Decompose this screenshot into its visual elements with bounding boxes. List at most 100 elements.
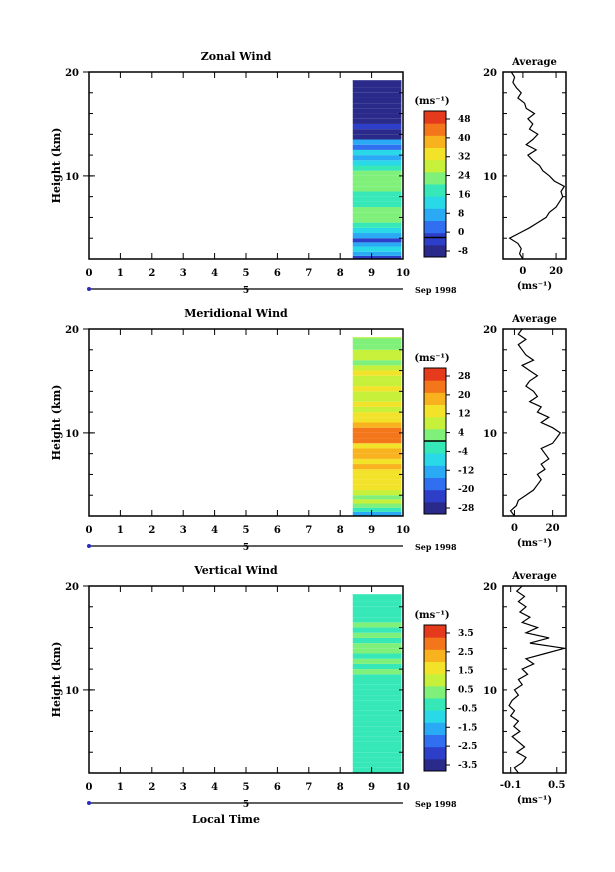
colorbar-swatch xyxy=(424,135,446,148)
profile-line xyxy=(509,328,562,517)
heatmap-cell xyxy=(352,251,402,256)
date-label: Sep 1998 xyxy=(415,285,457,295)
y-tick-label: 20 xyxy=(65,68,79,79)
y-tick-label: 20 xyxy=(65,582,79,593)
x-tick-label: 2 xyxy=(148,525,155,536)
heatmap-cell xyxy=(352,207,402,213)
profile-x-tick-label: 20 xyxy=(546,523,560,534)
heatmap-cell xyxy=(352,92,402,98)
heatmap-cell xyxy=(352,201,402,208)
colorbar-tick-label: -3.5 xyxy=(458,761,477,771)
heatmap-cell xyxy=(352,175,402,182)
y-tick-label: 10 xyxy=(65,172,79,183)
heatmap-cell xyxy=(352,499,402,504)
x-tick-label: 8 xyxy=(337,268,344,279)
heatmap-cell xyxy=(352,186,402,192)
heatmap-cell xyxy=(352,391,402,397)
heatmap-cell xyxy=(352,227,402,234)
x-tick-label: 3 xyxy=(180,525,187,536)
profile-y-tick-label: 10 xyxy=(483,429,497,440)
heatmap-cell xyxy=(352,255,402,259)
heatmap-cell xyxy=(352,511,402,516)
heatmap-cell xyxy=(352,731,402,737)
heatmap-cell xyxy=(352,406,402,413)
x-tick-label: 9 xyxy=(368,782,375,793)
colorbar-swatch xyxy=(424,661,446,675)
x-tick-label: 2 xyxy=(148,268,155,279)
date-axis-marker xyxy=(87,287,91,291)
heatmap-cell xyxy=(352,134,402,140)
x-tick-label: 0 xyxy=(86,782,93,793)
heatmap-cell xyxy=(352,464,402,470)
heatmap-cell xyxy=(352,448,402,454)
heatmap-cell xyxy=(352,144,402,150)
heatmap-cell xyxy=(352,443,402,449)
heatmap-cell xyxy=(352,495,402,500)
heatmap-cell xyxy=(352,155,402,161)
heatmap-cell xyxy=(352,396,402,402)
heatmap-cell xyxy=(352,375,402,381)
profile-x-label: (ms⁻¹) xyxy=(517,795,552,806)
heatmap-cell xyxy=(352,337,402,339)
heatmap-cell xyxy=(352,360,402,366)
colorbar-swatch xyxy=(424,123,446,136)
colorbar-tick-label: 20 xyxy=(458,391,471,401)
colorbar-swatch xyxy=(424,159,446,173)
heatmap-cell xyxy=(352,705,402,711)
heatmap-cell xyxy=(352,757,402,763)
colorbar-tick-label: -28 xyxy=(458,504,474,514)
colorbar-swatch xyxy=(424,441,446,454)
heatmap-cell xyxy=(352,695,402,701)
colorbar-swatch xyxy=(424,380,446,393)
profile-x-label: (ms⁻¹) xyxy=(517,281,552,292)
heatmap-cells xyxy=(352,594,402,773)
x-tick-label: 1 xyxy=(117,268,124,279)
heatmap-cell xyxy=(352,349,402,355)
profile-y-tick-label: 20 xyxy=(483,582,497,593)
heatmap-cells xyxy=(352,337,402,516)
heatmap-cell xyxy=(352,689,402,696)
heatmap-cell xyxy=(352,632,402,638)
heatmap-cell xyxy=(352,658,402,664)
heatmap-cell xyxy=(352,715,402,722)
chart-title: Meridional Wind xyxy=(184,307,288,320)
heatmap-cell xyxy=(352,337,402,345)
heatmap-cell xyxy=(352,453,402,459)
colorbar-swatch xyxy=(424,244,446,258)
colorbar-swatch xyxy=(424,637,446,650)
heatmap-cell xyxy=(352,721,402,727)
date-axis-label: 5 xyxy=(243,286,249,296)
heatmap-cell xyxy=(352,669,402,675)
heatmap-cell xyxy=(352,191,402,197)
heatmap-cell xyxy=(352,474,402,480)
heatmap-cell xyxy=(352,181,402,187)
heatmap-cell xyxy=(352,438,402,444)
heatmap-cell xyxy=(352,354,402,361)
x-tick-label: 7 xyxy=(305,782,312,793)
date-axis-label: 5 xyxy=(243,543,249,553)
colorbar-swatch xyxy=(424,625,446,638)
colorbar-tick-label: -8 xyxy=(458,247,468,257)
colorbar-unit: (ms⁻¹) xyxy=(414,610,449,621)
colorbar-swatch xyxy=(424,232,446,246)
heatmap-cell xyxy=(352,129,402,135)
heatmap-cell xyxy=(352,165,402,171)
heatmap-cell xyxy=(352,674,402,680)
heatmap-cell xyxy=(352,637,402,644)
heatmap-cell xyxy=(352,80,402,82)
x-tick-label: 8 xyxy=(337,782,344,793)
heatmap-cell xyxy=(352,370,402,376)
x-tick-label: 4 xyxy=(211,525,218,536)
profile-line xyxy=(508,71,566,260)
heatmap-cell xyxy=(352,380,402,387)
heatmap-cell xyxy=(352,627,402,633)
colorbar-tick-label: -20 xyxy=(458,485,474,495)
x-tick-label: 8 xyxy=(337,525,344,536)
x-tick-label: 4 xyxy=(211,268,218,279)
heatmap-cell xyxy=(352,113,402,119)
heatmap-cell xyxy=(352,212,402,218)
x-tick-label: 6 xyxy=(274,525,281,536)
x-tick-label: 10 xyxy=(396,782,410,793)
